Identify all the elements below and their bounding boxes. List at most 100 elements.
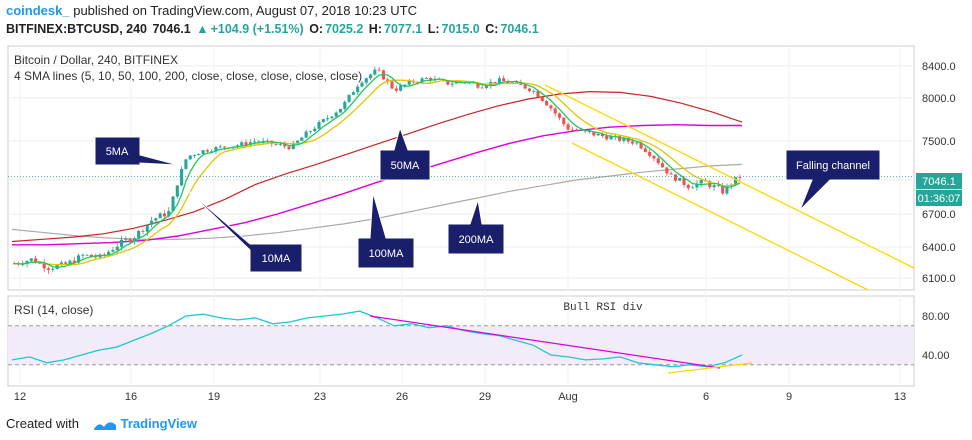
- open-value: 7025.2: [325, 22, 364, 36]
- up-arrow-icon: ▲: [196, 22, 209, 36]
- candle-body: [549, 105, 553, 109]
- candle-body: [158, 213, 162, 219]
- candle-body: [532, 90, 536, 92]
- candle-body: [94, 256, 98, 258]
- author-link[interactable]: coindesk_: [6, 3, 70, 18]
- candle-body: [605, 136, 609, 140]
- candle-body: [609, 136, 613, 140]
- high-value: 7077.1: [384, 22, 423, 36]
- candle-body: [669, 173, 673, 175]
- candle-body: [673, 174, 677, 181]
- candle-body: [296, 140, 300, 143]
- label-100ma: 100MA: [369, 248, 405, 260]
- candle-body: [107, 251, 111, 255]
- candle-body: [283, 144, 287, 147]
- candle-body: [334, 112, 338, 117]
- candle-body: [502, 78, 506, 82]
- candle-body: [154, 218, 158, 221]
- published-header: coindesk_ published on TradingView.com, …: [6, 3, 417, 18]
- candle-body: [278, 144, 282, 146]
- candle-body: [72, 260, 76, 263]
- candle-body: [171, 196, 175, 212]
- price-chart[interactable]: 6100.06400.06700.07000.07500.08000.08400…: [0, 0, 972, 415]
- candle-body: [540, 97, 544, 102]
- candle-body: [274, 144, 278, 145]
- label-200ma: 200MA: [459, 234, 495, 246]
- footer: Created with TradingView: [6, 416, 197, 431]
- price-tick-label: 6400.0: [922, 242, 956, 254]
- rsi-line: [11, 310, 743, 368]
- candle-body: [562, 117, 566, 125]
- candle-body: [420, 78, 424, 83]
- candle-body: [626, 138, 630, 142]
- candle-body: [364, 78, 368, 83]
- rsi-divergence-lower: [667, 362, 753, 374]
- rsi-tick-label: 40.00: [922, 350, 950, 362]
- candle-body: [510, 82, 514, 84]
- candle-body: [635, 142, 639, 144]
- countdown-badge-text: 01:36:07: [918, 193, 961, 205]
- candle-body: [308, 131, 312, 132]
- candle-body: [300, 137, 304, 141]
- candle-body: [42, 263, 46, 269]
- last-price: 7046.1: [152, 22, 191, 36]
- candle-body: [175, 185, 179, 197]
- time-tick-label: 6: [703, 391, 709, 403]
- candle-body: [639, 142, 643, 149]
- candle-body: [643, 148, 647, 152]
- candle-body: [579, 130, 583, 131]
- rsi-band: [8, 325, 914, 365]
- candle-body: [51, 268, 55, 270]
- time-tick-label: 16: [125, 391, 137, 403]
- candle-body: [450, 83, 454, 85]
- candle-body: [64, 262, 68, 265]
- candle-body: [394, 88, 398, 91]
- candle-body: [223, 146, 227, 148]
- candle-body: [330, 116, 334, 119]
- candle-body: [557, 113, 562, 118]
- label-5ma: 5MA: [106, 146, 129, 158]
- candle-body: [407, 80, 411, 85]
- candle-body: [480, 87, 484, 89]
- close-value: 7046.1: [500, 22, 539, 36]
- candle-body: [287, 146, 291, 150]
- candle-body: [192, 155, 197, 156]
- candle-body: [429, 78, 433, 81]
- candle-body: [343, 101, 347, 109]
- price-change: +104.9 (+1.51%): [210, 22, 304, 36]
- candle-body: [244, 142, 248, 146]
- candle-body: [566, 124, 570, 130]
- symbol: BITFINEX:BTCUSD, 240: [6, 22, 147, 36]
- candle-body: [313, 128, 317, 132]
- candle-body: [712, 185, 716, 188]
- channel-upper-line: [544, 84, 914, 269]
- candle-body: [145, 224, 149, 232]
- candle-body: [137, 231, 141, 239]
- close-label: C:: [485, 22, 499, 36]
- callout-100ma: 100MA: [357, 192, 415, 269]
- candle-body: [253, 141, 257, 143]
- candle-body: [588, 131, 592, 133]
- candle-body: [205, 150, 209, 152]
- published-text: published on TradingView.com, August 07,…: [73, 3, 417, 18]
- time-tick-label: 13: [894, 391, 906, 403]
- candle-body: [734, 177, 738, 185]
- time-tick-label: 9: [786, 391, 792, 403]
- candle-body: [257, 141, 261, 143]
- sma5-line: [14, 73, 741, 268]
- tradingview-link[interactable]: TradingView: [120, 416, 197, 431]
- candle-body: [184, 159, 188, 169]
- candle-body: [356, 86, 360, 93]
- candle-body: [630, 141, 635, 144]
- created-with-text: Created with: [6, 416, 79, 431]
- candle-body: [360, 82, 364, 87]
- candle-body: [403, 84, 407, 86]
- channel-lower-line: [571, 142, 869, 290]
- candle-body: [725, 185, 729, 194]
- candle-body: [716, 185, 720, 186]
- callout-50ma: 50MA: [379, 126, 431, 181]
- last-price-badge-text: 7046.1: [922, 176, 956, 188]
- candle-body: [240, 142, 244, 146]
- candle-body: [536, 90, 540, 98]
- time-tick-label: 12: [14, 391, 26, 403]
